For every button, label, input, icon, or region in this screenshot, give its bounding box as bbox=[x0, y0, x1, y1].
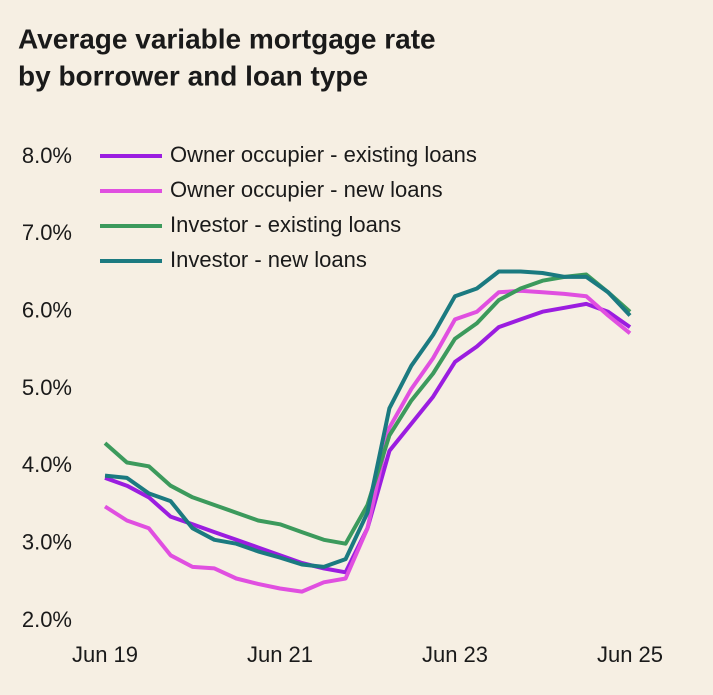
chart-title: by borrower and loan type bbox=[18, 60, 368, 91]
x-tick-label: Jun 19 bbox=[72, 642, 138, 667]
x-tick-label: Jun 23 bbox=[422, 642, 488, 667]
series-line bbox=[104, 269, 632, 569]
legend-label: Investor - new loans bbox=[170, 247, 367, 272]
y-tick-label: 2.0% bbox=[22, 607, 72, 632]
legend-label: Owner occupier - new loans bbox=[170, 177, 443, 202]
series-line bbox=[103, 288, 632, 594]
x-tick-label: Jun 21 bbox=[247, 642, 313, 667]
y-tick-label: 6.0% bbox=[22, 297, 72, 322]
y-tick-label: 3.0% bbox=[22, 529, 72, 554]
y-tick-label: 7.0% bbox=[22, 220, 72, 245]
legend-label: Owner occupier - existing loans bbox=[170, 142, 477, 167]
legend-label: Investor - existing loans bbox=[170, 212, 401, 237]
chart-title: Average variable mortgage rate bbox=[18, 23, 436, 54]
x-tick-label: Jun 25 bbox=[597, 642, 663, 667]
y-tick-label: 8.0% bbox=[22, 143, 72, 168]
y-tick-label: 5.0% bbox=[22, 375, 72, 400]
y-tick-label: 4.0% bbox=[22, 452, 72, 477]
